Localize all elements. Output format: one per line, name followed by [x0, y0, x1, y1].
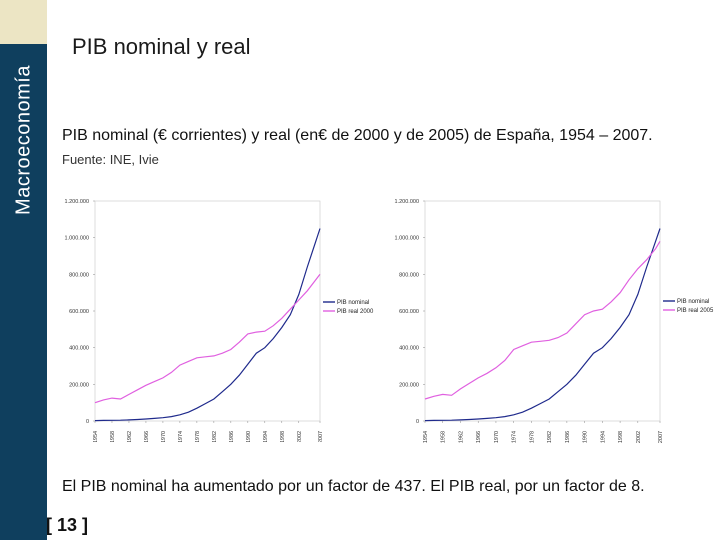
plot-area	[94, 200, 321, 422]
y-tick-label: 600.000	[69, 309, 89, 315]
x-tick-label: 2002	[636, 431, 642, 443]
y-tick-label: 800.000	[399, 272, 419, 278]
sidebar: Macroeconomía	[0, 0, 47, 540]
y-tick-label: 1.000.000	[65, 236, 89, 242]
source-note: Fuente: INE, Ivie	[62, 152, 159, 167]
y-tick-label: 800.000	[69, 272, 89, 278]
x-tick-label: 1982	[547, 431, 553, 443]
chart-left: 0 200.000 400.000 600.000 800.000 1.000.000 1.…	[55, 189, 381, 442]
y-tick-label: 0	[416, 419, 419, 425]
series-line-nominal	[424, 228, 661, 422]
y-tick-label: 1.200.000	[65, 199, 89, 205]
page-number: [ 13 ]	[46, 515, 89, 535]
legend-label: PIB nominal	[337, 300, 369, 306]
chart-right: 0 200.000 400.000 600.000 800.000 1.000.000 1.…	[385, 191, 718, 443]
x-tick-label: 1954	[93, 431, 99, 442]
x-tick-label: 1994	[600, 431, 606, 443]
series-line-real	[94, 273, 321, 404]
y-tick-label: 200.000	[399, 382, 419, 388]
x-tick-label: 1978	[195, 431, 201, 442]
y-tick-label: 400.000	[69, 346, 89, 352]
page-title: PIB nominal y real	[72, 34, 251, 59]
series-line-real	[424, 240, 661, 400]
x-tick-label: 1958	[110, 431, 116, 442]
sidebar-accent-block	[0, 0, 47, 44]
x-tick-label: 2007	[658, 431, 664, 443]
x-tick-label: 1978	[529, 431, 535, 443]
y-tick-label: 600.000	[399, 309, 419, 315]
chart-right-svg: 0 200.000 400.000 600.000 800.000 1.000.000 1.…	[395, 199, 714, 443]
x-tick-label: 1974	[178, 431, 184, 442]
x-tick-label: 1982	[212, 431, 218, 442]
sidebar-label: Macroeconomía	[12, 65, 35, 215]
y-tick-label: 400.000	[399, 346, 419, 352]
x-tick-label: 1970	[494, 431, 500, 443]
x-tick-label: 1966	[144, 431, 150, 442]
x-tick-label: 1962	[458, 431, 464, 443]
x-tick-label: 1998	[280, 431, 286, 442]
x-tick-label: 1986	[229, 431, 235, 442]
x-tick-label: 2007	[318, 431, 324, 442]
conclusion-text: El PIB nominal ha aumentado por un facto…	[62, 478, 645, 495]
x-tick-label: 1994	[263, 431, 269, 442]
chart-left-svg: 0 200.000 400.000 600.000 800.000 1.000.000 1.…	[65, 199, 374, 442]
legend-label: PIB nominal	[677, 299, 709, 305]
series-line-nominal	[94, 228, 321, 422]
y-tick-label: 200.000	[69, 382, 89, 388]
x-tick-label: 1962	[127, 431, 133, 442]
x-tick-label: 1986	[565, 431, 571, 443]
x-tick-label: 2002	[297, 431, 303, 442]
x-tick-label: 1998	[618, 431, 624, 443]
slide-subtitle: PIB nominal (€ corrientes) y real (en€ d…	[62, 127, 653, 144]
legend-label: PIB real 2000	[337, 309, 374, 315]
y-tick-label: 1.200.000	[395, 199, 419, 205]
x-tick-label: 1954	[423, 431, 429, 443]
y-tick-label: 0	[86, 419, 89, 425]
x-tick-label: 1966	[476, 431, 482, 443]
x-tick-label: 1990	[246, 431, 252, 442]
x-tick-label: 1990	[583, 431, 589, 443]
x-tick-label: 1974	[512, 431, 518, 443]
x-tick-label: 1970	[161, 431, 167, 442]
x-tick-label: 1958	[441, 431, 447, 443]
legend-label: PIB real 2005	[677, 308, 714, 314]
plot-area	[424, 200, 661, 422]
y-tick-label: 1.000.000	[395, 236, 419, 242]
